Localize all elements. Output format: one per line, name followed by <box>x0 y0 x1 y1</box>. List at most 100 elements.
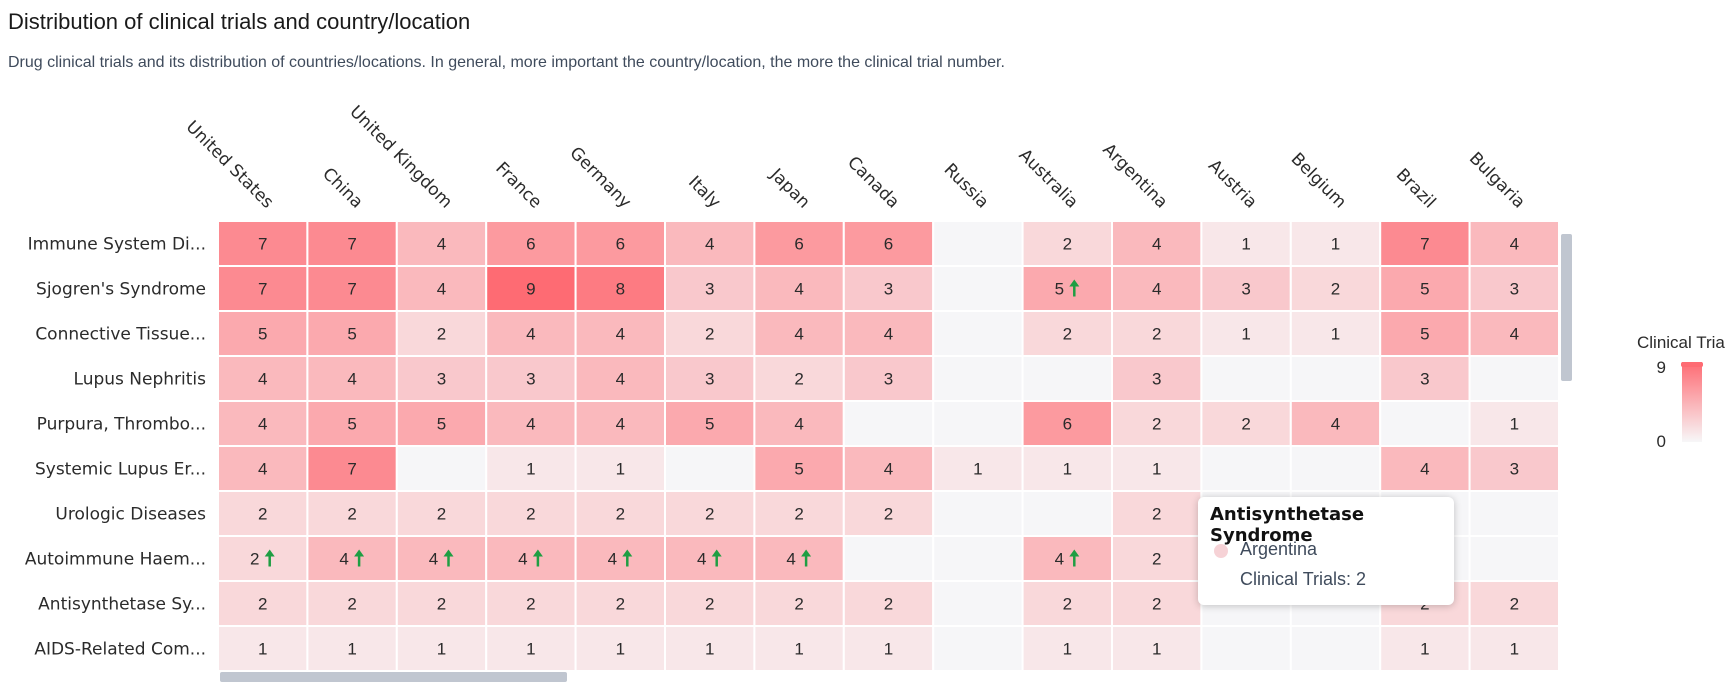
x-tick-label: Belgium <box>1287 149 1350 212</box>
cell-value-label: 3 <box>1510 460 1519 479</box>
cell-value-label: 1 <box>794 640 803 659</box>
heatmap-cell <box>665 446 754 491</box>
y-tick-label: Purpura, Thrombo... <box>37 415 206 435</box>
cell-value-label: 2 <box>884 595 893 614</box>
cell-value-label: 4 <box>884 325 893 344</box>
y-tick-label: Autoimmune Haem... <box>25 550 206 570</box>
heatmap-cell <box>1470 491 1559 536</box>
cell-value-label: 2 <box>1510 595 1519 614</box>
cell-value-label: 8 <box>616 280 625 299</box>
heatmap-cell <box>933 311 1022 356</box>
cell-value-label: 1 <box>1241 235 1250 254</box>
cell-value-label: 4 <box>258 370 267 389</box>
cell-value-label: 4 <box>1152 280 1161 299</box>
heatmap-cell <box>933 221 1022 266</box>
y-tick-label: AIDS-Related Com... <box>34 640 206 660</box>
tooltip-value: 2 <box>1356 569 1366 589</box>
cell-value-label: 3 <box>437 370 446 389</box>
cell-value-label: 1 <box>973 460 982 479</box>
y-tick-label: Connective Tissue... <box>35 325 206 345</box>
heatmap-cell <box>1023 356 1112 401</box>
cell-value-label: 7 <box>1420 235 1429 254</box>
heatmap-cell <box>1470 356 1559 401</box>
cell-value-label: 1 <box>1420 640 1429 659</box>
cell-value-label: 1 <box>347 640 356 659</box>
cell-value-label: 1 <box>1241 325 1250 344</box>
cell-value-label: 3 <box>884 370 893 389</box>
x-tick-label: Russia <box>940 160 993 213</box>
cell-value-label: 1 <box>1152 640 1161 659</box>
cell-value-label: 2 <box>794 595 803 614</box>
cell-value-label: 2 <box>437 505 446 524</box>
cell-value-label: 2 <box>526 595 535 614</box>
cell-value-label: 6 <box>616 235 625 254</box>
cell-value-label: 7 <box>347 235 356 254</box>
cell-value-label: 2 <box>1063 595 1072 614</box>
cell-value-label: 1 <box>258 640 267 659</box>
cell-value-label: 1 <box>526 460 535 479</box>
legend-gradient-bar <box>1682 362 1702 442</box>
cell-value-label: 1 <box>437 640 446 659</box>
cell-value-label: 2 <box>347 595 356 614</box>
horizontal-scrollbar <box>220 672 567 682</box>
x-tick-label: Brazil <box>1392 165 1440 213</box>
cell-value-label: 6 <box>526 235 535 254</box>
legend-title: Clinical Tria <box>1637 333 1725 352</box>
heatmap-cell <box>576 536 665 581</box>
cell-value-label: 3 <box>705 280 714 299</box>
cell-value-label: 4 <box>258 415 267 434</box>
cell-value-label: 2 <box>705 595 714 614</box>
cell-value-label: 4 <box>1331 415 1340 434</box>
cell-value-label: 1 <box>526 640 535 659</box>
y-tick-label: Lupus Nephritis <box>74 370 207 390</box>
cell-value-label: 4 <box>347 370 356 389</box>
cell-value-label: 3 <box>1420 370 1429 389</box>
cell-value-label: 1 <box>1331 325 1340 344</box>
cell-value-label: 2 <box>1152 550 1161 569</box>
y-tick-label: Antisynthetase Sy... <box>38 595 206 615</box>
cell-value-label: 2 <box>347 505 356 524</box>
legend-min-label: 0 <box>1657 432 1666 451</box>
cell-value-label: 4 <box>794 325 803 344</box>
cell-value-label: 4 <box>1152 235 1161 254</box>
cell-value-label: 2 <box>250 550 259 569</box>
cell-value-label: 1 <box>884 640 893 659</box>
heatmap-cell <box>1023 491 1112 536</box>
cell-value-label: 3 <box>1152 370 1161 389</box>
cell-value-label: 9 <box>526 280 535 299</box>
cell-value-label: 2 <box>884 505 893 524</box>
cell-value-label: 2 <box>258 595 267 614</box>
cell-value-label: 4 <box>339 550 348 569</box>
cell-value-label: 4 <box>786 550 795 569</box>
cell-value-label: 6 <box>1063 415 1072 434</box>
tooltip-marker-icon <box>1214 544 1228 558</box>
vertical-scrollbar <box>1561 234 1572 381</box>
cell-value-label: 2 <box>1063 235 1072 254</box>
cell-value-label: 2 <box>705 505 714 524</box>
cell-value-label: 4 <box>1055 550 1064 569</box>
cell-value-label: 5 <box>347 415 356 434</box>
cell-value-label: 2 <box>616 595 625 614</box>
cell-value-label: 5 <box>705 415 714 434</box>
cell-value-label: 7 <box>347 460 356 479</box>
cell-value-label: 2 <box>1063 325 1072 344</box>
cell-value-label: 4 <box>1510 325 1519 344</box>
cell-value-label: 1 <box>1331 235 1340 254</box>
heatmap-cell <box>486 536 575 581</box>
cell-value-label: 4 <box>526 415 535 434</box>
heatmap-cell <box>844 401 933 446</box>
cell-value-label: 5 <box>347 325 356 344</box>
cell-value-label: 3 <box>526 370 535 389</box>
tooltip-value-row: Clinical Trials: 2 <box>1240 569 1366 590</box>
heatmap-cell <box>1470 536 1559 581</box>
cell-value-label: 6 <box>794 235 803 254</box>
cell-value-label: 1 <box>1510 640 1519 659</box>
cell-value-label: 2 <box>616 505 625 524</box>
cell-value-label: 1 <box>1152 460 1161 479</box>
x-tick-label: Germany <box>566 143 635 212</box>
cell-value-label: 2 <box>1241 415 1250 434</box>
cell-value-label: 1 <box>1510 415 1519 434</box>
heatmap-cell <box>1201 626 1290 671</box>
cell-value-label: 4 <box>616 370 625 389</box>
cell-value-label: 3 <box>1510 280 1519 299</box>
